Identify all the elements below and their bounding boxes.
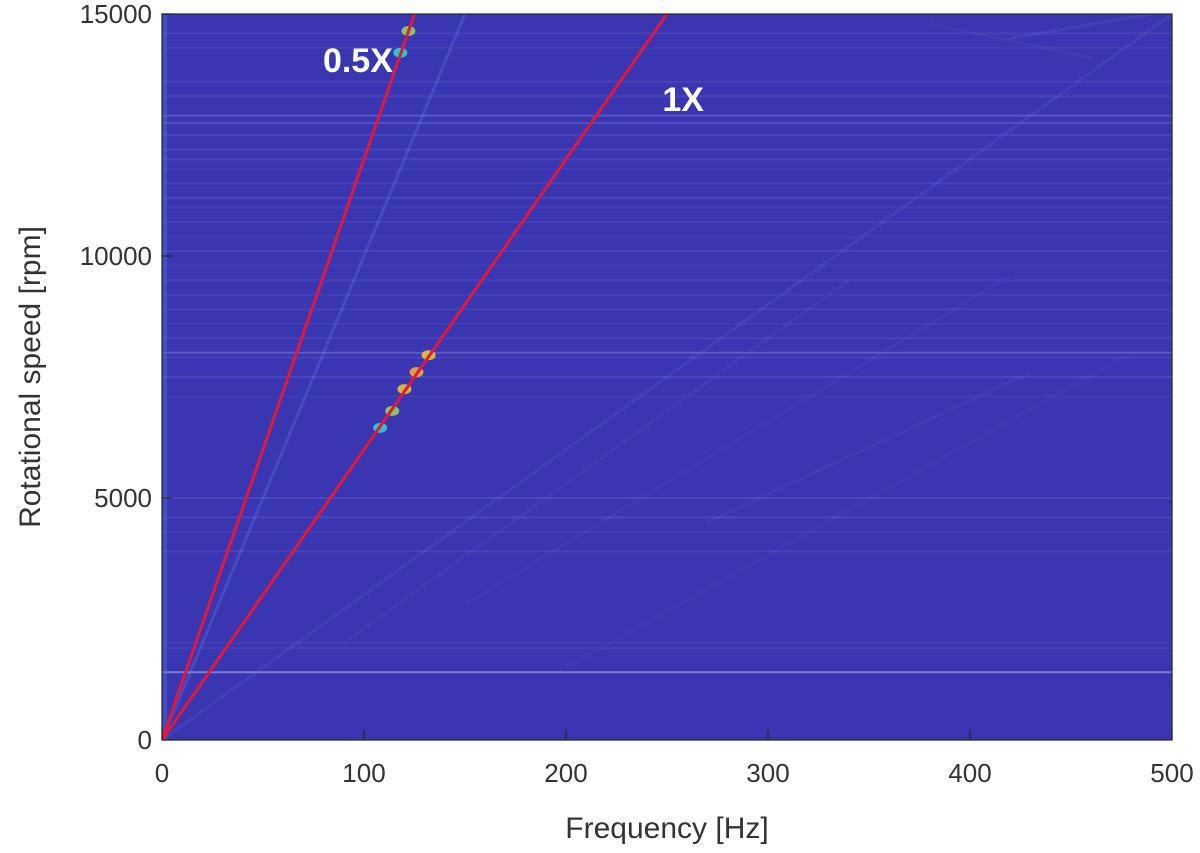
harmonic-trace <box>929 22 1092 60</box>
y-tick-label: 0 <box>138 725 152 755</box>
order-line <box>162 14 416 740</box>
x-tick-label: 0 <box>155 758 169 788</box>
y-axis-label: Rotational speed [rpm] <box>14 226 47 528</box>
harmonic-trace <box>706 370 1032 524</box>
y-tick-label: 5000 <box>94 483 152 513</box>
x-tick-label: 500 <box>1150 758 1193 788</box>
x-tick-label: 200 <box>544 758 587 788</box>
plot-area <box>162 14 1172 740</box>
harmonic-trace <box>162 14 1172 740</box>
y-tick-label: 15000 <box>80 0 152 29</box>
harmonic-trace <box>464 274 1012 606</box>
x-axis-label: Frequency [Hz] <box>565 812 768 845</box>
x-tick-label: 100 <box>342 758 385 788</box>
harmonic-traces <box>162 14 1172 740</box>
harmonic-trace <box>565 351 1133 669</box>
harmonic-trace <box>162 14 467 740</box>
plot-frame <box>161 13 1173 741</box>
annotations: 0.5X 1X <box>323 42 704 119</box>
y-tick-label: 10000 <box>80 241 152 271</box>
order-annotation: 1X <box>662 81 704 119</box>
speed-bands <box>162 32 1172 674</box>
order-annotation: 0.5X <box>323 42 393 80</box>
harmonic-trace <box>342 278 850 645</box>
x-tick-label: 300 <box>746 758 789 788</box>
x-tick-label: 400 <box>948 758 991 788</box>
order-line <box>162 14 669 740</box>
harmonic-trace <box>1010 14 1153 40</box>
order-lines <box>162 14 669 740</box>
